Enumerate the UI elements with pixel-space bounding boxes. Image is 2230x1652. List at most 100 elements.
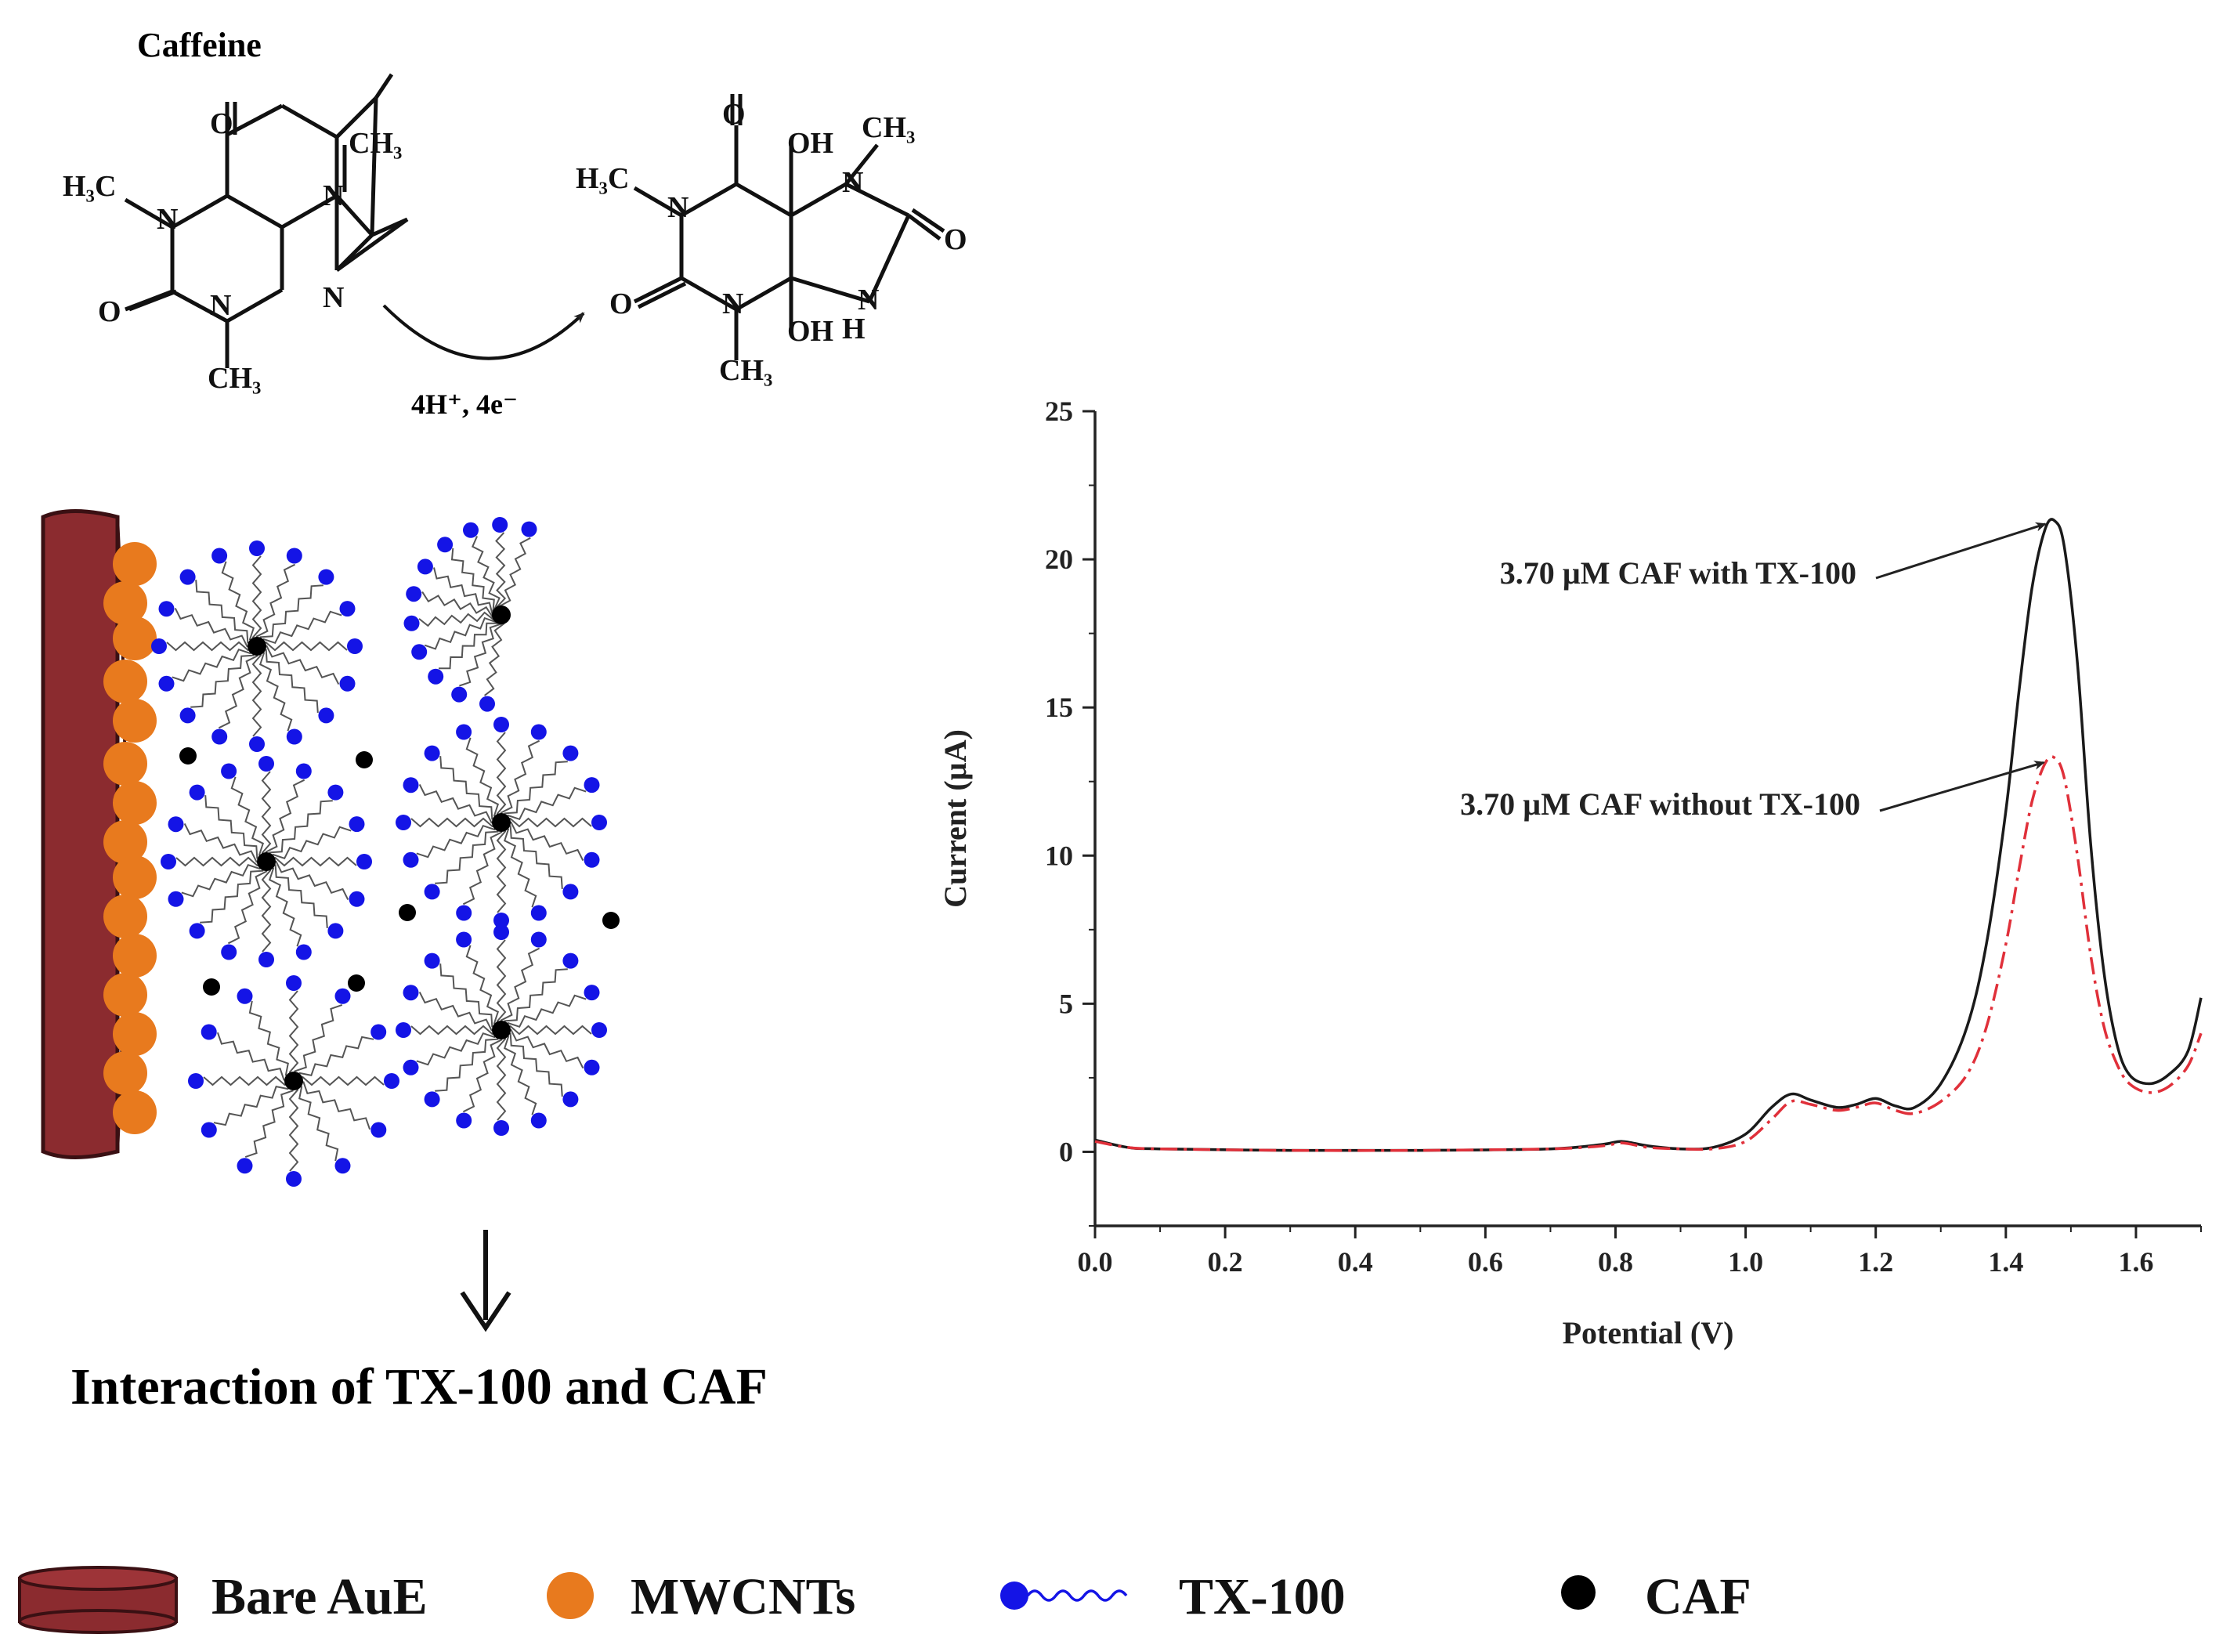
free-caf-molecule [399,904,416,921]
atom-label: OH [787,315,833,348]
mwcnt-particle [113,934,157,978]
legend-item-caf: CAF [1561,1568,1751,1625]
caf-core [492,605,511,624]
legend-label: TX-100 [1179,1568,1346,1625]
y-tick-label: 0 [1059,1136,1073,1167]
caf-core [257,852,276,871]
x-tick-label: 1.4 [1988,1246,2023,1278]
reaction-scheme: Caffeine O H₃C N O N CH₃ N N CH₃ 4H⁺, 4e… [63,26,967,420]
x-tick-label: 0.2 [1208,1246,1243,1278]
micelle [161,756,372,967]
mwcnt-particle [103,820,147,864]
legend-item-tx100: TX-100 [1000,1568,1346,1625]
surfactant-icon [1000,1582,1128,1610]
free-caf-molecules [179,747,620,996]
caf-core [248,637,266,656]
molecule-name: Caffeine [137,26,262,64]
free-caf-molecule [179,747,197,765]
atom-label: O [98,295,121,328]
atom-label: N [323,179,344,212]
illustration-caption: Interaction of TX-100 and CAF [70,1358,768,1415]
y-tick-label: 15 [1045,692,1073,723]
atom-label: OH [787,127,833,160]
mwcnt-particle [113,1012,157,1056]
mwcnt-particle [103,973,147,1017]
down-arrow [460,1230,511,1332]
x-ticks: 0.0 0.2 0.4 0.6 0.8 1.0 1.2 1.4 1.6 [1078,1226,2202,1278]
annotation-with-tx100: 3.70 µM CAF with TX-100 [1500,555,1856,591]
mwcnt-particle [103,1051,147,1095]
disk-electrode-icon [18,1566,178,1634]
free-caf-molecule [348,974,365,992]
reaction-condition: 4H⁺, 4e⁻ [411,389,518,420]
caf-core [492,1021,511,1039]
atom-label: O [944,223,967,256]
atom-label: N [842,166,863,199]
caf-core [492,813,511,832]
caf-core [284,1072,303,1090]
annotation-without-tx100: 3.70 µM CAF without TX-100 [1460,786,1860,822]
black-dot-icon [1561,1575,1596,1610]
reaction-arrow [382,304,585,360]
atom-label: H₃C [63,170,116,203]
free-caf-molecule [203,978,220,996]
electrode-illustration: Interaction of TX-100 and CAF [41,509,768,1415]
legend-label: MWCNTs [631,1568,855,1625]
mwcnt-particle [103,895,147,938]
mwcnt-particle [113,1090,157,1134]
annotation-arrow-with [1875,522,2047,580]
mwcnt-particle [103,660,147,703]
mwcnt-particle [113,542,157,586]
y-ticks: 0 5 10 15 20 25 [1045,396,1095,1227]
atom-label: N [667,191,689,224]
mwcnt-particle [103,742,147,786]
legend-label: CAF [1645,1568,1751,1625]
x-tick-label: 0.0 [1078,1246,1113,1278]
atom-label: N [722,287,743,320]
atom-label: H [842,313,866,345]
mwcnt-particle [113,781,157,825]
atom-label: CH₃ [862,111,915,144]
x-tick-label: 0.4 [1338,1246,1373,1278]
mwcnt-particle [103,581,147,625]
legend: Bare AuE MWCNTs TX-100 CAF [18,1566,1751,1634]
orange-dot-icon [547,1572,594,1619]
free-caf-molecule [356,751,373,768]
x-tick-label: 1.0 [1728,1246,1763,1278]
mwcnt-particle [113,699,157,743]
annotation-arrow-without [1879,761,2046,812]
atom-label: N [157,203,178,236]
dpv-chart: 0 5 10 15 20 25 0.0 0.2 0.4 0.6 0.8 1.0 1.2 1.4 1.6 P… [938,396,2203,1350]
atom-label: H₃C [576,162,629,195]
x-tick-label: 0.8 [1598,1246,1633,1278]
x-tick-label: 0.6 [1468,1246,1503,1278]
micelle [403,517,537,712]
series-line-without-tx100 [1094,755,2203,1152]
tx100-micelles [151,517,607,1187]
legend-label: Bare AuE [211,1568,428,1625]
caffeine-structure [124,73,409,368]
atom-label: O [210,107,233,140]
x-axis-label: Potential (V) [1563,1315,1734,1350]
atom-label: O [722,98,746,131]
series-layer [1094,518,2203,1152]
micelle [396,924,607,1136]
atom-label: N [323,281,344,314]
y-tick-label: 10 [1045,840,1073,871]
atom-label: CH₃ [208,362,261,395]
x-tick-label: 1.6 [2118,1246,2153,1278]
mwcnt-particle [113,855,157,899]
product-structure [633,94,945,360]
series-line-with-tx100 [1094,518,2203,1152]
atom-label: N [210,289,231,322]
micelle [396,717,607,928]
mwcnt-particle [113,616,157,660]
legend-item-mwcnts: MWCNTs [547,1568,855,1625]
atom-label: O [609,287,633,320]
mwcnt-layer [103,542,157,1134]
atom-label: CH₃ [349,127,402,160]
legend-item-bare-aue: Bare AuE [18,1566,428,1634]
y-tick-label: 25 [1045,396,1073,427]
atom-label: CH₃ [719,354,772,387]
